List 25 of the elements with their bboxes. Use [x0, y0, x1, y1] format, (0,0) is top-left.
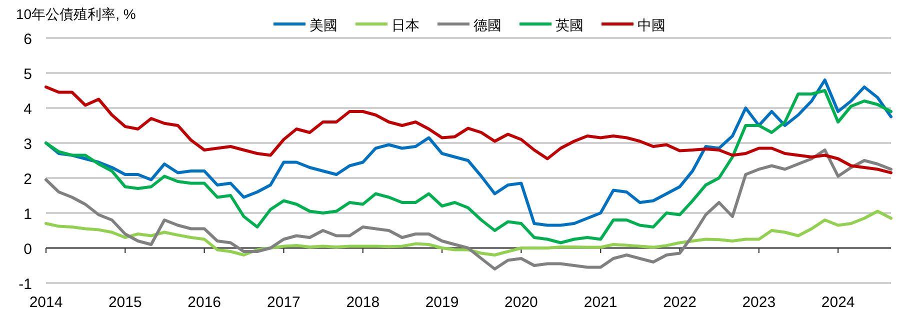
- legend-label: 中國: [638, 17, 666, 33]
- x-tick-label: 2024: [821, 294, 855, 311]
- y-tick-label: 1: [24, 206, 32, 223]
- x-tick-label: 2021: [584, 294, 618, 311]
- x-tick-label: 2015: [108, 294, 142, 311]
- y-tick-label: 2: [24, 171, 32, 188]
- legend-label: 美國: [310, 17, 338, 33]
- x-tick-label: 2019: [425, 294, 459, 311]
- x-tick-label: 2023: [742, 294, 776, 311]
- x-tick-label: 2020: [504, 294, 538, 311]
- legend-label: 英國: [556, 17, 584, 33]
- x-tick-label: 2018: [346, 294, 380, 311]
- y-tick-label: 6: [24, 31, 32, 48]
- y-tick-label: 3: [24, 136, 32, 153]
- x-tick-label: 2022: [663, 294, 696, 311]
- y-tick-label: -1: [18, 276, 32, 293]
- y-tick-label: 0: [24, 241, 32, 258]
- x-tick-label: 2014: [29, 294, 63, 311]
- y-tick-label: 4: [24, 101, 32, 118]
- legend-label: 日本: [392, 17, 420, 33]
- legend-label: 德國: [474, 17, 502, 33]
- y-axis-title: 10年公債殖利率, %: [16, 6, 136, 22]
- y-tick-label: 5: [24, 66, 32, 83]
- x-tick-label: 2016: [188, 294, 222, 311]
- x-tick-label: 2017: [267, 294, 300, 311]
